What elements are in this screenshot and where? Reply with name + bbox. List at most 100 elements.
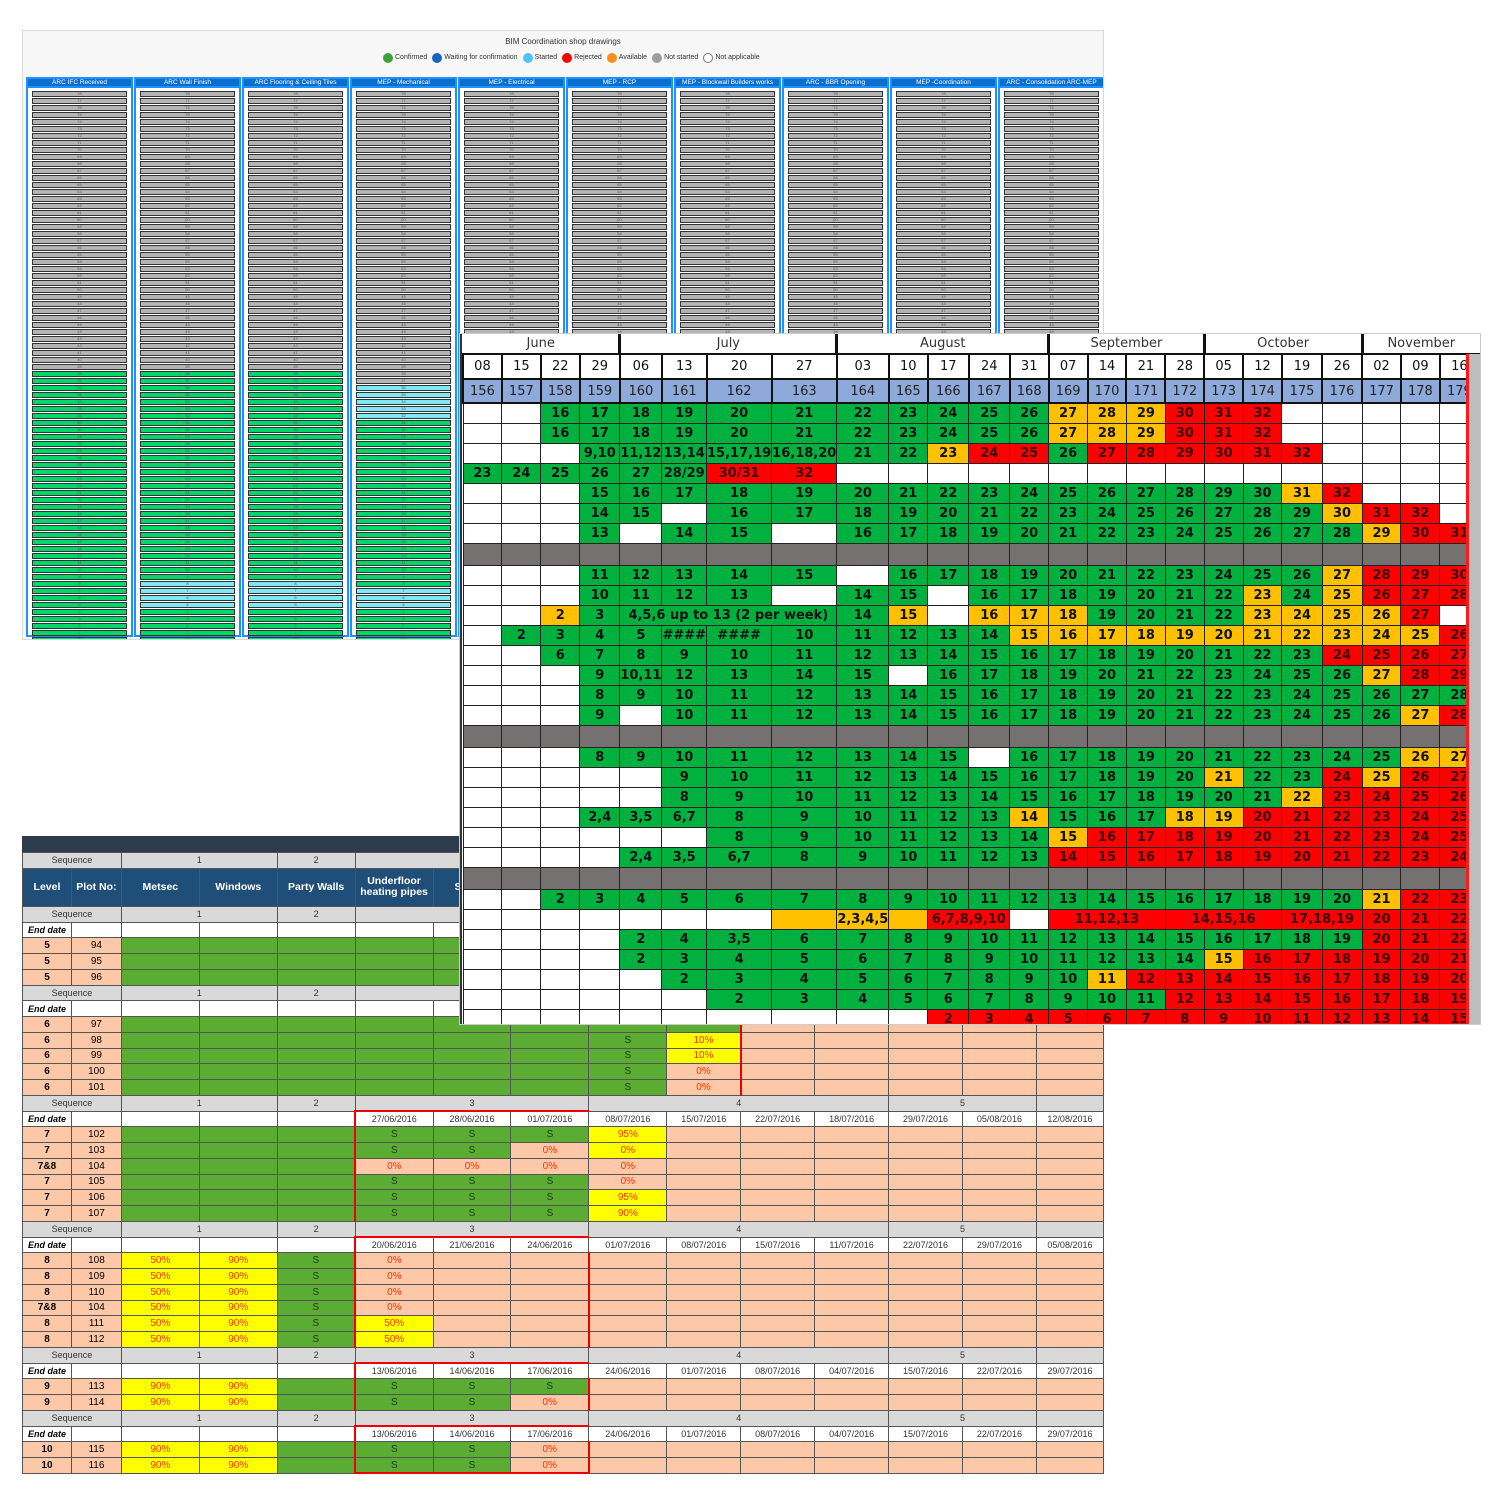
drawing-bar[interactable]: 66 [680,175,775,181]
program-cell[interactable]: 3 [661,948,708,970]
program-cell[interactable] [1281,422,1323,444]
program-cell[interactable] [579,1008,621,1024]
drawing-bar[interactable]: 70 [896,147,991,153]
program-cell[interactable]: 24 [1009,482,1050,504]
drawing-bar[interactable]: 11 [356,560,451,566]
program-cell[interactable]: 28 [1361,564,1402,586]
program-cell[interactable]: 15 [927,746,970,768]
status-cell[interactable]: 90% [198,1331,278,1348]
drawing-bar[interactable]: 75 [680,112,775,118]
program-cell[interactable]: 10 [968,928,1011,950]
program-cell[interactable]: 19 [1203,826,1244,848]
program-cell[interactable]: 17 [1009,684,1050,706]
status-cell[interactable]: 0% [510,1157,590,1175]
program-cell[interactable]: 16 [1321,988,1363,1010]
program-cell[interactable]: 19 [1087,684,1127,706]
drawing-bar[interactable]: 57 [1004,238,1099,244]
status-cell[interactable]: 90% [120,1441,200,1458]
drawing-bar[interactable]: 77 [1004,98,1099,104]
program-cell[interactable]: 31 [1281,482,1323,504]
program-cell[interactable]: 28 [1087,402,1127,424]
program-cell[interactable]: 18 [1048,584,1089,606]
status-cell[interactable]: 90% [198,1378,278,1395]
program-cell[interactable]: 6 [888,968,929,990]
program-cell[interactable] [1203,462,1244,484]
program-cell[interactable] [579,826,621,848]
program-cell[interactable]: 19 [1125,746,1166,768]
drawing-bar[interactable]: 60 [140,217,235,223]
program-cell[interactable] [501,988,542,1010]
program-cell[interactable]: 21 [1164,704,1205,726]
drawing-bar[interactable]: 10 [356,567,451,573]
drawing-bar[interactable]: 73 [788,126,883,132]
drawing-bar[interactable]: 71 [572,140,667,146]
program-cell[interactable] [1400,402,1441,424]
drawing-bar[interactable]: 14 [248,539,343,545]
program-cell[interactable]: 28 [1087,422,1127,444]
drawing-bar[interactable]: 60 [788,217,883,223]
drawing-bar[interactable]: 49 [32,294,127,300]
program-cell[interactable] [1321,422,1363,444]
program-cell[interactable]: 16 [540,422,581,444]
program-cell[interactable]: 17 [1281,948,1323,970]
status-cell[interactable] [354,968,434,986]
program-cell[interactable]: 22 [1321,806,1363,828]
program-cell[interactable] [501,644,542,666]
drawing-bar[interactable]: 45 [1004,322,1099,328]
drawing-bar[interactable]: 59 [788,224,883,230]
program-cell[interactable]: 22 [1242,746,1283,768]
drawing-bar[interactable]: 23 [248,476,343,482]
program-cell[interactable]: 16 [1087,826,1127,848]
program-cell[interactable]: 2,4 [619,846,663,868]
drawing-bar[interactable]: 46 [248,315,343,321]
program-cell[interactable]: 2 [619,948,663,970]
program-cell[interactable]: 26 [1400,644,1441,666]
program-cell[interactable] [501,928,542,950]
status-cell[interactable] [888,1173,963,1191]
program-cell[interactable] [462,826,503,848]
drawing-bar[interactable]: 24 [356,469,451,475]
drawing-bar[interactable]: 66 [32,175,127,181]
status-cell[interactable] [276,1016,356,1033]
status-cell[interactable]: S [432,1142,512,1159]
program-cell[interactable]: 18 [927,522,970,544]
status-cell[interactable] [354,1031,434,1049]
drawing-bar[interactable]: 39 [356,364,451,370]
program-cell[interactable]: 14 [1087,888,1127,910]
drawing-bar[interactable]: 73 [356,126,451,132]
status-cell[interactable] [198,1079,278,1096]
drawing-bar[interactable]: 9 [32,574,127,580]
status-cell[interactable] [961,1047,1037,1065]
status-cell[interactable] [1035,1315,1104,1332]
status-cell[interactable] [588,1378,668,1395]
drawing-bar[interactable]: 71 [896,140,991,146]
drawing-bar[interactable]: 51 [788,280,883,286]
program-cell[interactable]: 20 [1164,644,1205,666]
drawing-bar[interactable]: 76 [140,105,235,111]
drawing-bar[interactable]: 41 [248,350,343,356]
program-cell[interactable]: 22 [1361,846,1402,868]
drawing-bar[interactable]: B1 [248,637,343,639]
drawing-bar[interactable]: 45 [680,322,775,328]
program-cell[interactable] [501,402,542,424]
drawing-bar[interactable]: 44 [32,329,127,335]
program-cell[interactable]: 10,11 [619,664,663,686]
drawing-bar[interactable]: 25 [248,462,343,468]
drawing-bar[interactable]: 29 [356,434,451,440]
drawing-bar[interactable]: 78 [788,91,883,97]
program-cell[interactable] [540,502,581,524]
program-cell[interactable]: 14 [968,624,1011,646]
program-cell[interactable]: 25 [1321,604,1363,626]
program-cell[interactable]: 4 [771,968,838,990]
program-cell[interactable]: 15 [771,564,838,586]
end-date-cell[interactable]: 21/06/2016 [432,1236,512,1254]
drawing-bar[interactable]: 72 [788,133,883,139]
drawing-bar[interactable]: 52 [788,273,883,279]
status-cell[interactable] [888,1126,963,1143]
program-cell[interactable] [540,908,581,930]
program-cell[interactable] [501,482,542,504]
drawing-bar[interactable]: 59 [140,224,235,230]
drawing-bar[interactable]: 53 [356,266,451,272]
program-cell[interactable]: 6 [836,948,890,970]
drawing-bar[interactable]: 43 [356,336,451,342]
